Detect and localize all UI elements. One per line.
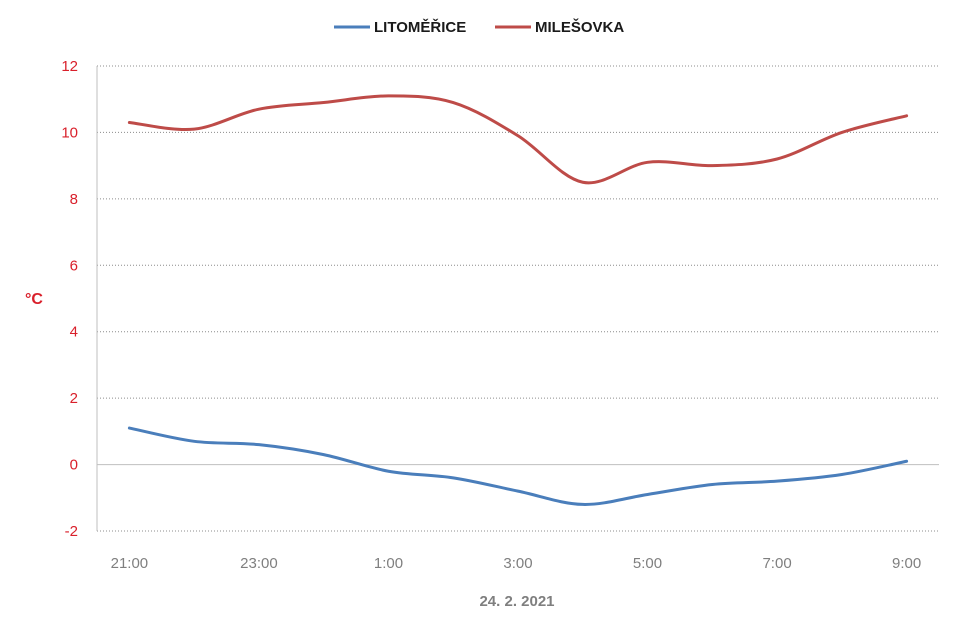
series-lines: [127, 94, 909, 506]
y-axis-label: °C: [25, 291, 43, 308]
x-axis-ticks: 21:00 23:00 1:00 3:00 5:00 7:00 9:00: [111, 555, 922, 572]
x-tick-label: 23:00: [240, 555, 278, 572]
x-tick-label: 7:00: [762, 555, 791, 572]
x-tick-label: 5:00: [633, 555, 662, 572]
y-tick-label: 2: [70, 390, 78, 407]
y-tick-label: 8: [70, 191, 78, 208]
legend-label: MILEŠOVKA: [535, 18, 624, 36]
y-tick-label: 10: [61, 124, 78, 141]
y-axis-ticks: -2 0 2 4 6 8 10 12: [61, 58, 78, 540]
x-axis-label: 24. 2. 2021: [479, 593, 554, 610]
y-tick-label: 12: [61, 58, 78, 75]
legend-item-1: LITOMĚŘICE: [334, 18, 466, 36]
x-tick-label: 3:00: [503, 555, 532, 572]
gridlines: [97, 65, 939, 532]
x-tick-label: 1:00: [374, 555, 403, 572]
legend-item-2: MILEŠOVKA: [495, 18, 624, 36]
series-line-2: [127, 94, 909, 185]
y-tick-label: 0: [70, 457, 78, 474]
x-tick-label: 21:00: [111, 555, 149, 572]
y-tick-label: 6: [70, 257, 78, 274]
y-tick-label: -2: [65, 523, 78, 540]
legend-label: LITOMĚŘICE: [374, 18, 466, 36]
series-line-1: [127, 426, 909, 506]
y-tick-label: 4: [70, 324, 78, 341]
legend: LITOMĚŘICE MILEŠOVKA: [334, 18, 624, 36]
axes: [96, 66, 939, 531]
x-tick-label: 9:00: [892, 555, 921, 572]
